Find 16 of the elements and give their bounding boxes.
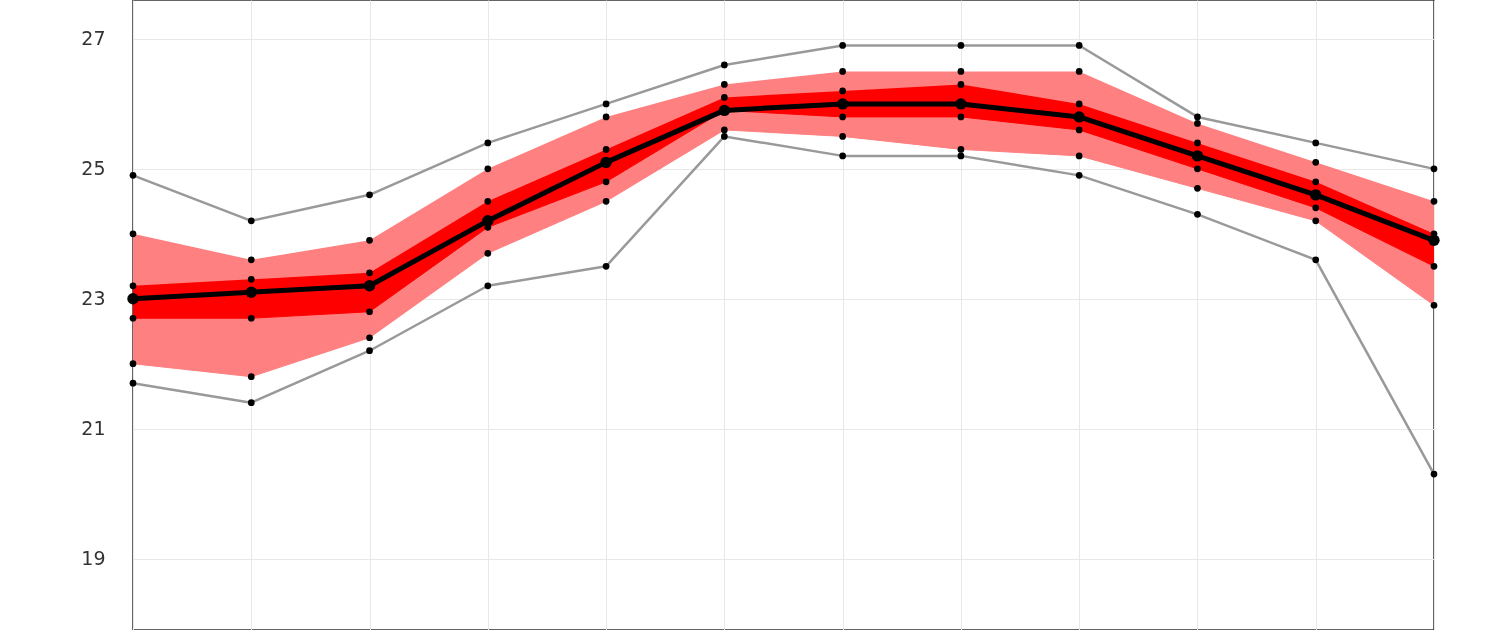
point <box>1428 234 1440 246</box>
point <box>1073 111 1085 123</box>
point <box>245 286 257 298</box>
point <box>1191 150 1204 162</box>
point <box>955 98 967 110</box>
point <box>836 98 849 110</box>
point <box>363 280 376 292</box>
y-tick-label: 19 <box>81 547 106 570</box>
y-tick-label: 23 <box>81 287 106 310</box>
y-tick-label: 27 <box>81 27 106 50</box>
point <box>600 156 612 169</box>
point <box>1310 189 1322 201</box>
y-tick-label: 25 <box>81 157 106 180</box>
point <box>127 293 139 305</box>
y-tick-label: 21 <box>81 417 106 440</box>
point <box>482 215 494 227</box>
